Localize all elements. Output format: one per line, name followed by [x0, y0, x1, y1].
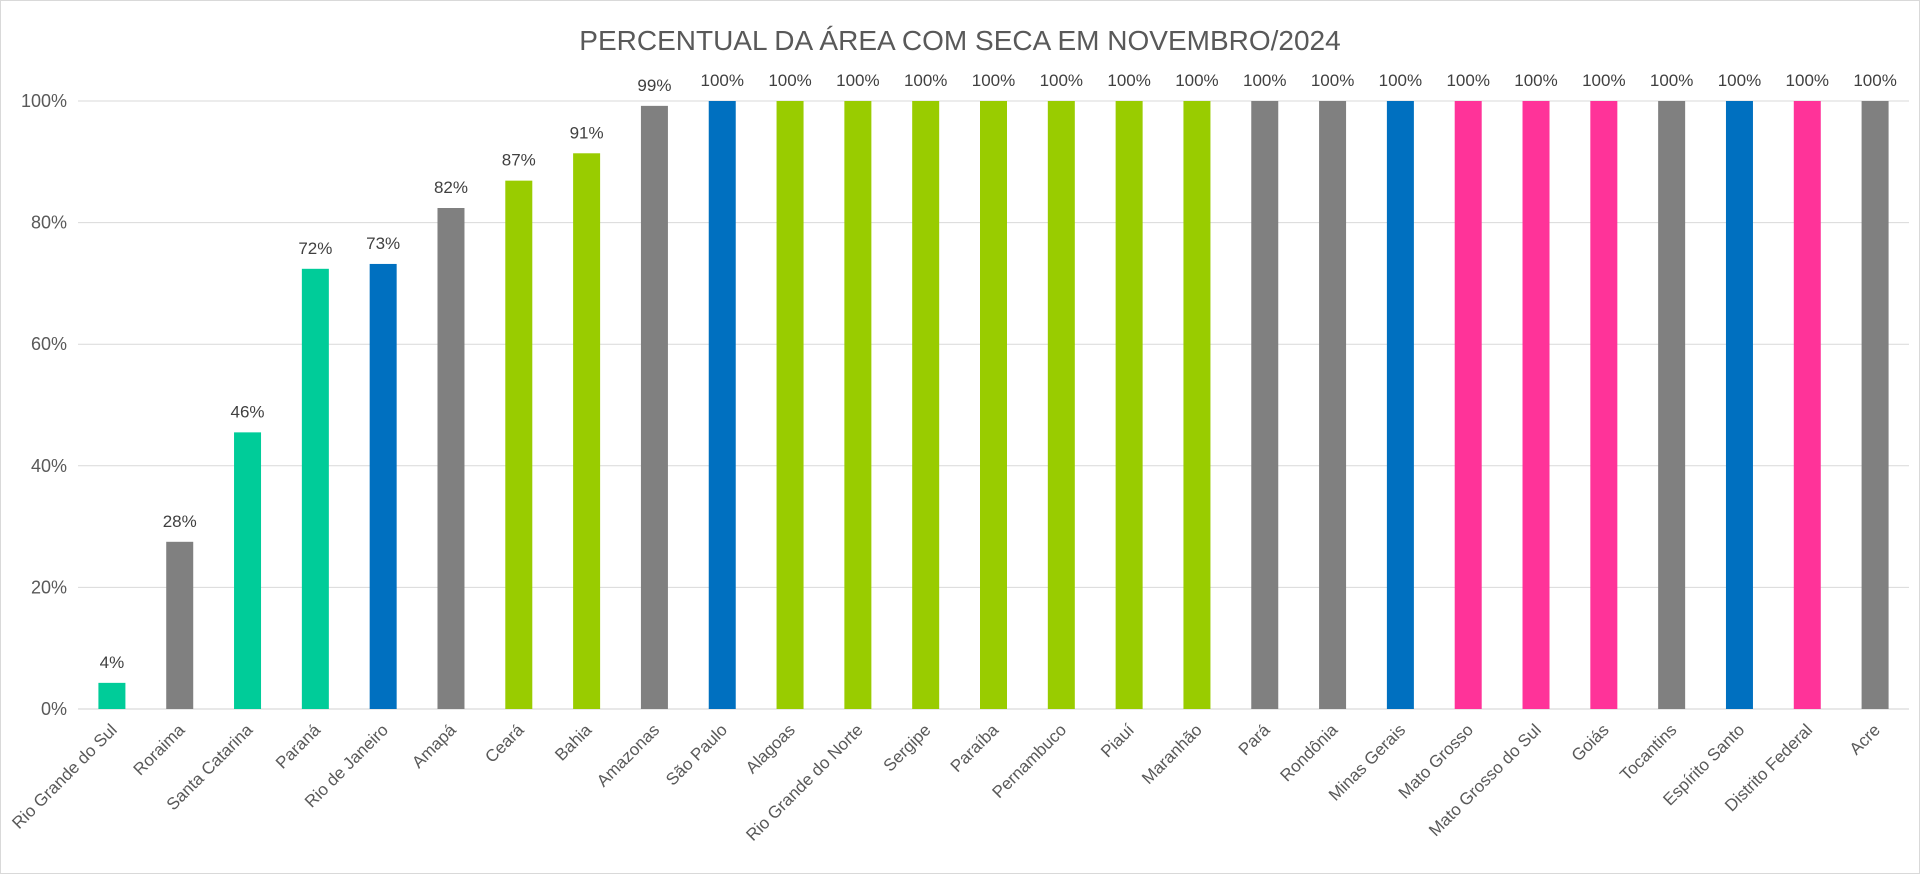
x-tick-label: Pará [1235, 720, 1274, 759]
x-tick-label: Tocantins [1616, 720, 1680, 784]
x-tick-label: Piauí [1097, 720, 1138, 761]
x-tick-label: Rondônia [1277, 720, 1342, 785]
bar-11 [844, 101, 872, 709]
bar-22 [1590, 101, 1618, 709]
data-label: 100% [1243, 71, 1286, 90]
x-tick-label: Acre [1846, 720, 1884, 758]
x-tick-label: São Paulo [662, 720, 731, 789]
y-tick-label: 0% [41, 699, 67, 719]
bar-13 [980, 101, 1007, 709]
data-label: 73% [366, 234, 400, 253]
data-label: 100% [1107, 71, 1150, 90]
data-label: 87% [502, 151, 536, 170]
x-tick-label: Goiás [1568, 720, 1613, 765]
bar-4 [369, 263, 397, 709]
bar-19 [1386, 101, 1414, 709]
bar-9 [708, 101, 736, 709]
data-label: 91% [570, 123, 604, 142]
bar-23 [1658, 101, 1686, 709]
bar-26 [1861, 101, 1889, 709]
data-label: 100% [836, 71, 879, 90]
data-label: 100% [1853, 71, 1896, 90]
bar-21 [1522, 101, 1550, 709]
bar-7 [573, 153, 601, 710]
data-label: 100% [1446, 71, 1489, 90]
data-label: 82% [434, 178, 468, 197]
x-tick-label: Amazonas [593, 720, 663, 790]
bar-2 [234, 432, 262, 709]
data-label: 100% [1650, 71, 1693, 90]
data-label: 46% [231, 402, 265, 421]
bar-24 [1725, 101, 1753, 709]
y-axis-ticks: 0% 20% 40% 60% 80% 100% [21, 91, 67, 719]
x-tick-label: Paraná [272, 720, 325, 773]
bars [98, 101, 1889, 710]
bar-25 [1793, 101, 1821, 709]
y-tick-label: 80% [31, 213, 67, 233]
bar-12 [912, 101, 940, 709]
bar-20 [1454, 101, 1482, 709]
data-label: 72% [298, 239, 332, 258]
x-tick-label: Amapá [408, 720, 460, 772]
data-label: 99% [637, 76, 671, 95]
x-tick-label: Roraima [130, 720, 189, 779]
data-label: 100% [1311, 71, 1354, 90]
bar-0 [98, 682, 126, 709]
bar-6 [505, 180, 533, 709]
bar-5 [437, 208, 465, 709]
data-label: 100% [768, 71, 811, 90]
data-label: 100% [1582, 71, 1625, 90]
bar-15 [1115, 101, 1143, 709]
x-tick-label: Mato Grosso do Sul [1425, 720, 1545, 840]
y-tick-label: 60% [31, 334, 67, 354]
data-label: 100% [972, 71, 1015, 90]
bar-10 [776, 101, 804, 709]
bar-18 [1319, 101, 1347, 709]
x-tick-label: Paraíba [947, 720, 1003, 776]
bar-1 [166, 541, 194, 709]
data-label: 100% [1786, 71, 1829, 90]
bar-17 [1251, 101, 1279, 709]
data-label: 100% [1718, 71, 1761, 90]
data-label: 100% [1175, 71, 1218, 90]
bar-3 [301, 268, 329, 709]
data-label: 100% [1040, 71, 1083, 90]
bar-16 [1183, 101, 1211, 709]
bar-14 [1047, 101, 1075, 709]
x-tick-label: Maranhão [1138, 720, 1206, 788]
y-tick-label: 40% [31, 456, 67, 476]
x-tick-label: Sergipe [880, 720, 935, 775]
x-tick-label: Rio Grande do Norte [742, 720, 866, 844]
data-labels: 4% 28% 46% 72% 73% 82% 87% 91% 99% 100% 100% 100% 10… [100, 71, 1897, 672]
data-label: 28% [163, 512, 197, 531]
data-label: 100% [904, 71, 947, 90]
chart-title: PERCENTUAL DA ÁREA COM SECA EM NOVEMBRO/… [579, 25, 1340, 56]
y-tick-label: 20% [31, 577, 67, 597]
data-label: 100% [1379, 71, 1422, 90]
data-label: 100% [700, 71, 743, 90]
x-tick-label: Ceará [481, 720, 528, 767]
y-tick-label: 100% [21, 91, 67, 111]
x-tick-label: Bahia [551, 720, 596, 765]
data-label: 100% [1514, 71, 1557, 90]
bar-8 [640, 105, 668, 709]
data-label: 4% [100, 653, 125, 672]
x-tick-label: Alagoas [742, 720, 799, 777]
x-tick-label: Rio Grande do Sul [8, 720, 120, 832]
